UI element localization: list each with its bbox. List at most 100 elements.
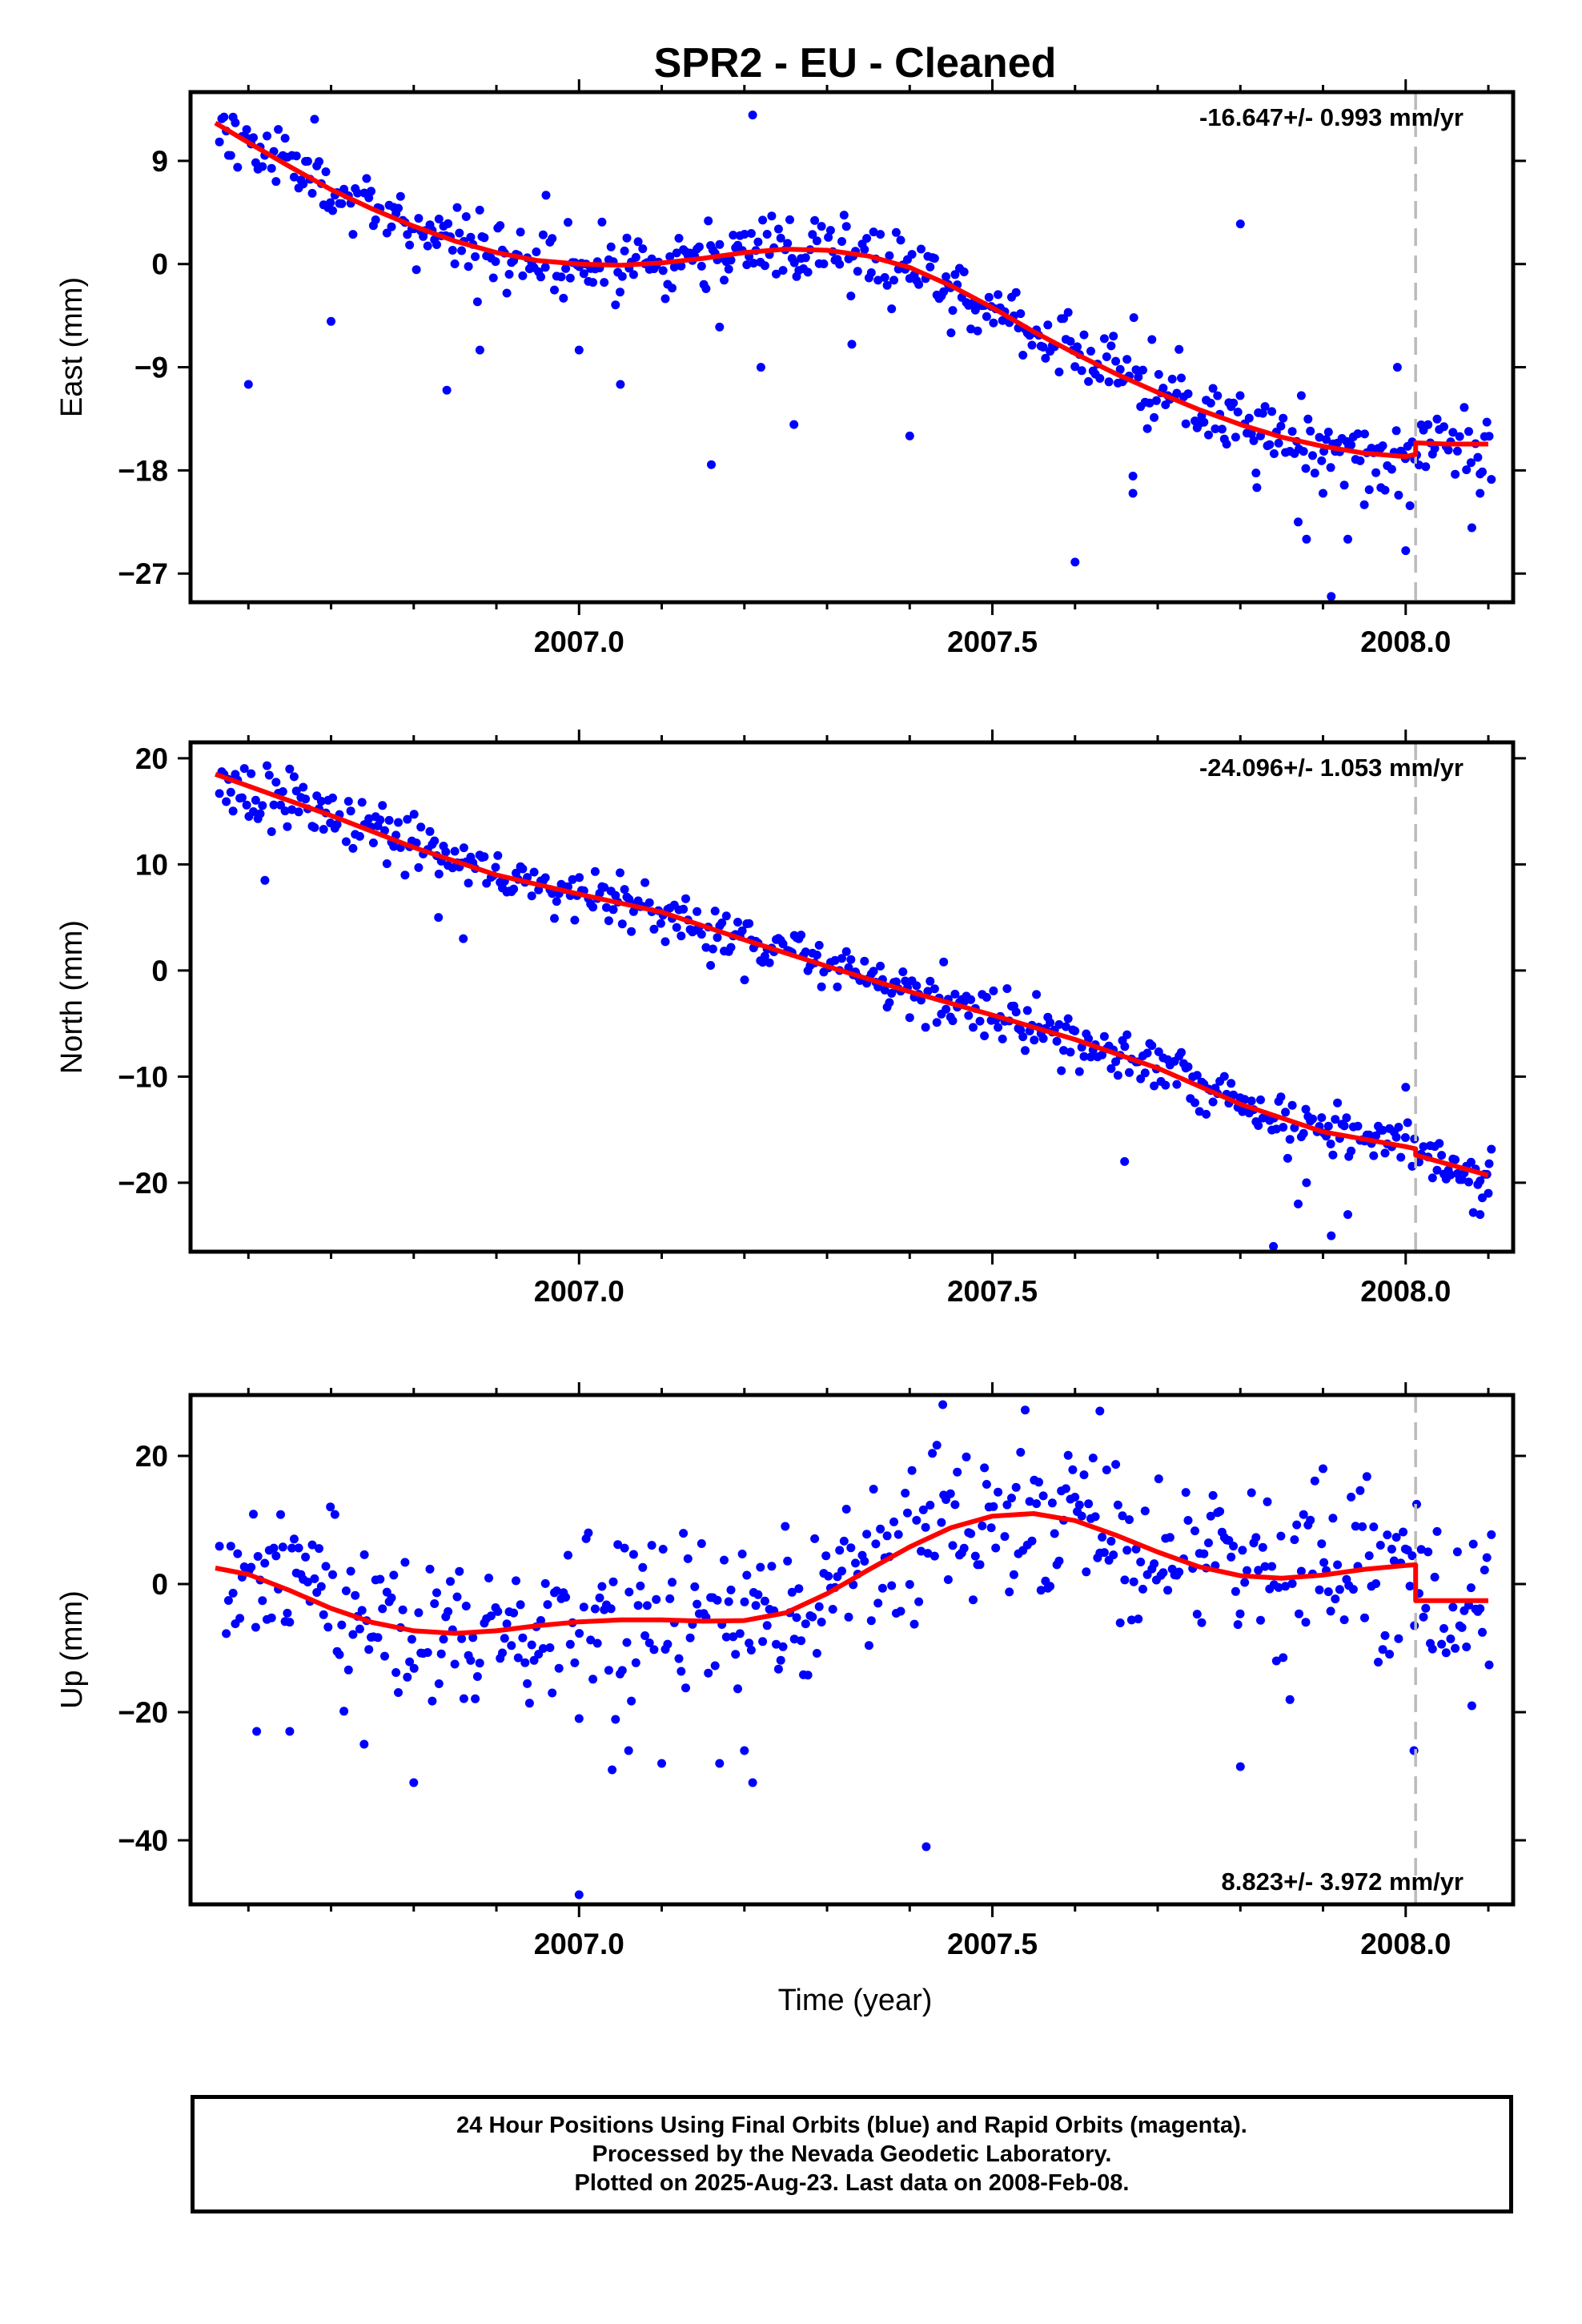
data-point [1267,1562,1277,1571]
data-point [450,259,460,268]
data-point [1181,1488,1191,1498]
data-point [1000,1532,1010,1542]
data-point [1327,1231,1336,1240]
model-fit-line [214,121,1488,460]
y-tick-label: 0 [151,248,168,281]
data-point [538,230,548,239]
data-point [1371,1579,1381,1588]
data-point [889,275,898,285]
data-point [708,944,717,954]
data-point [1323,1121,1333,1131]
data-point [294,807,303,817]
data-point [343,1665,353,1675]
data-point [948,1016,958,1026]
data-point [1263,1497,1272,1506]
data-point [1478,467,1487,476]
data-point [1258,408,1267,418]
data-point [624,895,634,904]
data-point [384,815,394,825]
data-point [1451,1155,1460,1164]
data-point [1027,340,1037,350]
data-point [1235,1762,1245,1771]
data-point [1419,1612,1428,1622]
data-point [1462,465,1472,475]
data-point [1310,1476,1319,1486]
data-point [251,1622,260,1632]
data-point [1070,1493,1080,1502]
data-point [1287,1579,1297,1588]
data-point [1353,1121,1363,1131]
data-point [715,239,725,249]
data-point [1057,1066,1066,1076]
data-point [846,292,856,301]
data-point [1399,1527,1408,1537]
data-point [781,1522,790,1531]
data-point [1306,426,1315,436]
data-point [846,1543,856,1553]
data-point [1167,374,1177,384]
data-point [351,1590,360,1600]
data-point [721,1632,731,1642]
data-point [430,836,440,846]
data-point [323,1622,333,1632]
data-point [679,1529,689,1538]
data-point [263,761,271,770]
data-point [1476,1176,1485,1186]
data-point [1326,1606,1335,1616]
data-point [1279,413,1288,423]
data-point [948,306,958,316]
data-point [1090,1512,1100,1522]
data-point [694,242,704,251]
data-point [428,1696,437,1706]
data-point [665,1594,675,1603]
up-panel: 2007.0 2007.5 2008.0 20 0 −20 −40 Up (mm) 8.823+… [55,1382,1526,1960]
data-point [1464,1177,1473,1187]
data-point [1106,341,1116,351]
data-point [1448,1602,1458,1612]
data-point [1281,1108,1291,1117]
data-point [1484,1188,1493,1198]
data-point [289,172,299,182]
data-point [1299,1510,1308,1519]
data-point [1423,1547,1433,1557]
data-point [355,831,364,841]
data-point [1177,373,1186,383]
data-point [267,827,276,836]
data-point [1134,1614,1143,1624]
data-point [1059,314,1068,324]
data-point [524,1699,534,1708]
data-point [1235,391,1245,400]
data-point [1238,1546,1247,1555]
y-tick-label: −10 [118,1060,168,1093]
data-point [1452,446,1462,456]
data-point [1460,403,1469,412]
data-point [760,1596,769,1606]
data-point [760,951,769,961]
data-point [1113,1500,1122,1510]
data-point [1451,469,1460,479]
data-point [1281,1582,1291,1591]
data-point [1199,1549,1209,1558]
data-point [1369,1151,1379,1160]
data-point [536,272,545,282]
data-point [540,1578,550,1588]
data-point [1271,1124,1281,1134]
data-point [267,163,276,173]
data-point [627,1696,636,1706]
data-point [715,1759,725,1768]
data-point [669,263,679,271]
data-point [222,797,231,806]
data-point [1347,440,1356,450]
data-point [475,345,484,355]
data-point [1122,1546,1132,1555]
data-point [1128,489,1138,498]
data-point [1315,1585,1324,1594]
data-point [518,1633,528,1642]
data-point [375,1574,385,1584]
data-point [887,304,897,314]
data-point [685,1633,695,1642]
data-point [923,1549,933,1558]
data-point [737,926,747,935]
data-point [1369,1522,1379,1532]
data-point [1435,1139,1444,1148]
